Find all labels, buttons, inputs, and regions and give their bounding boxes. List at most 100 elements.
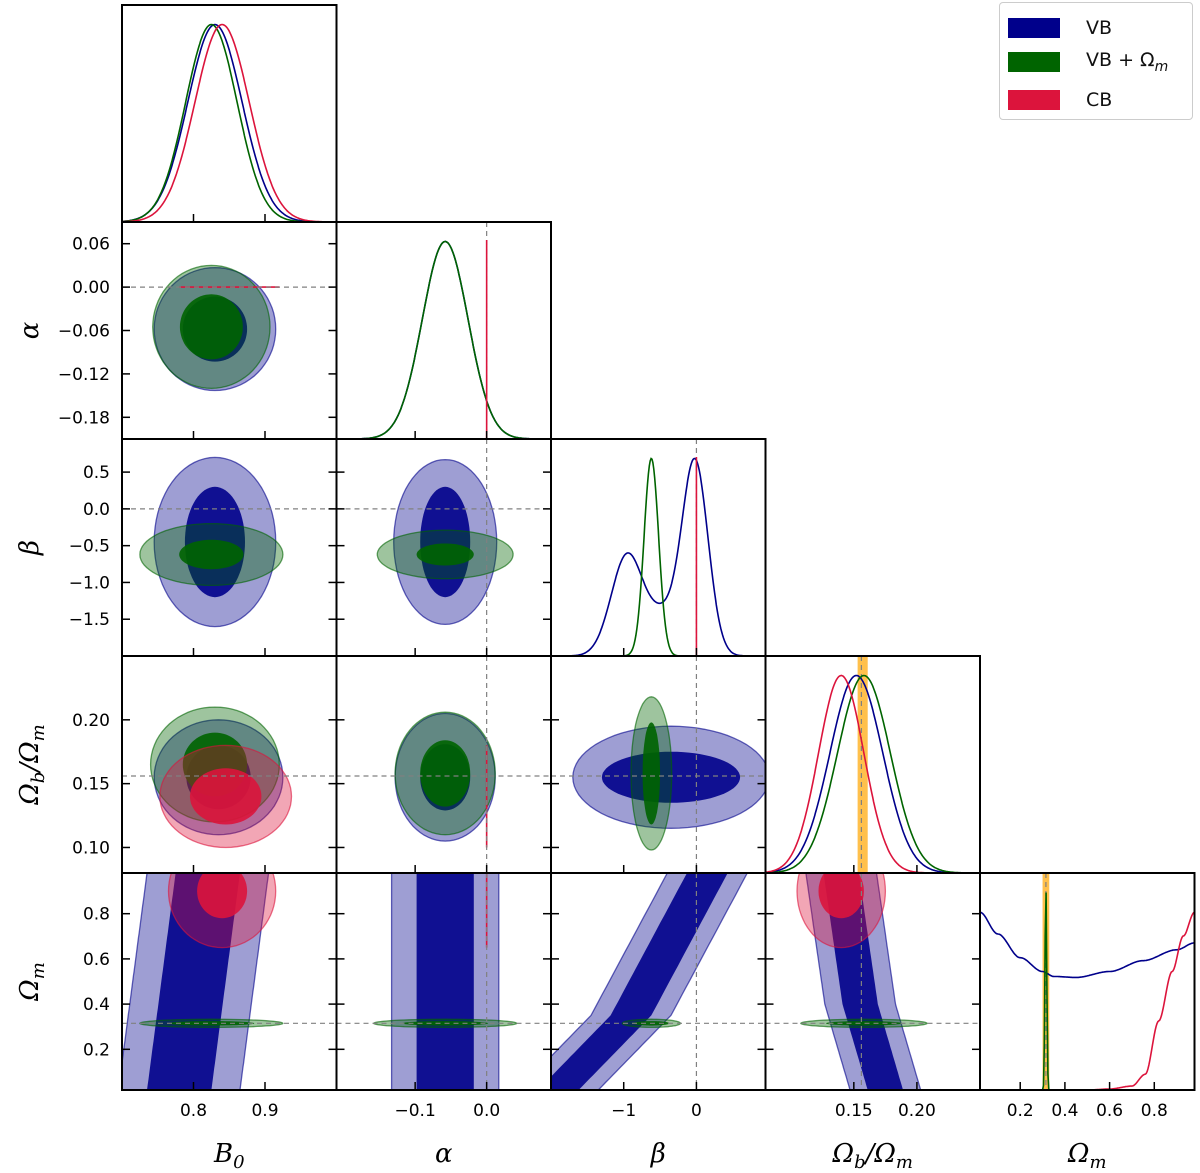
- contour-68-VBm: [179, 294, 243, 360]
- panel-frame: [335, 221, 552, 440]
- panel-beta-fb: [551, 656, 766, 873]
- panel-alpha-alpha: [336, 222, 551, 439]
- panel-B0-beta: [122, 456, 337, 628]
- contour-68-VBm: [168, 1021, 255, 1026]
- legend-label-vb: VB: [1086, 17, 1113, 39]
- x-axis-label-beta: β: [650, 1139, 666, 1169]
- panel-frame: [121, 4, 338, 223]
- contour-68-VB: [416, 873, 474, 1090]
- marginal-VBm-Om: [980, 892, 1195, 1090]
- x-axis-label-fb: Ωb/Ωm: [832, 1139, 914, 1173]
- y-tick-label-Om: 0.8: [83, 905, 110, 925]
- marginal-CB-fb: [765, 674, 980, 873]
- x-tick-label-Om: 0.2: [1007, 1101, 1034, 1121]
- y-axis-sub: m: [28, 724, 49, 741]
- legend-entry-vb-om: VB + Ωm: [1008, 49, 1168, 75]
- x-tick-label-alpha: −0.1: [395, 1101, 436, 1121]
- y-axis-label-alpha: α: [15, 321, 45, 339]
- legend-swatch-vb: [1008, 18, 1060, 38]
- x-axis-sub: m: [896, 1152, 913, 1173]
- y-axis-label-beta: β: [15, 540, 45, 556]
- panel-B0-Om: [122, 873, 337, 1090]
- y-tick-label-alpha: 0.06: [72, 235, 110, 255]
- contour-68-CB: [197, 873, 248, 919]
- panel-beta-Om: [551, 873, 766, 1090]
- x-axis-label-part: /Ω: [863, 1139, 896, 1169]
- panel-B0-alpha: [122, 264, 337, 392]
- y-axis-label-Om: Ωm: [15, 962, 49, 1002]
- y-tick-label-beta: −1.0: [69, 573, 110, 593]
- x-tick-label-beta: 0: [691, 1101, 702, 1121]
- contour-68-VB: [823, 873, 903, 1090]
- legend-entry-cb: CB: [1008, 87, 1112, 113]
- marginal-CB-Om: [980, 911, 1195, 1090]
- marginal-VB-B0: [122, 23, 337, 222]
- contour-68-VBm: [826, 1021, 902, 1026]
- contour-68-VBm: [416, 543, 474, 566]
- y-tick-label-fb: 0.10: [72, 838, 110, 858]
- x-tick-label-Om: 0.6: [1096, 1101, 1123, 1121]
- x-tick-label-fb: 0.15: [835, 1101, 873, 1121]
- legend-swatch-cb: [1008, 90, 1060, 110]
- panel-frame: [550, 438, 767, 657]
- y-tick-label-alpha: −0.12: [58, 365, 110, 385]
- panel-fb-Om: [765, 873, 980, 1090]
- contour-68-VB: [551, 873, 728, 1090]
- marginal-VB-alpha: [336, 240, 551, 439]
- x-axis-label-alpha: α: [435, 1139, 453, 1169]
- panel-Om-Om: [980, 873, 1195, 1090]
- legend: VB VB + Ωm CB: [999, 2, 1193, 120]
- x-axis-label-Om: Ωm: [1067, 1139, 1107, 1173]
- marginal-CB-B0: [122, 23, 337, 222]
- x-tick-label-Om: 0.8: [1141, 1101, 1168, 1121]
- y-tick-label-fb: 0.20: [72, 711, 110, 731]
- x-tick-label-Om: 0.4: [1051, 1101, 1078, 1121]
- x-tick-label-fb: 0.20: [898, 1101, 936, 1121]
- panel-alpha-fb: [336, 656, 551, 873]
- y-tick-label-Om: 0.4: [83, 995, 110, 1015]
- contour-68-VBm: [642, 722, 661, 825]
- marginal-VB-Om: [980, 911, 1195, 979]
- panel-alpha-beta: [336, 439, 551, 656]
- panel-B0-fb: [122, 706, 337, 849]
- y-tick-label-alpha: 0.00: [72, 278, 110, 298]
- panel-fb-fb: [765, 656, 980, 873]
- y-tick-label-Om: 0.6: [83, 950, 110, 970]
- contour-68-VB: [147, 873, 240, 1090]
- contour-68-VB: [420, 486, 471, 598]
- x-tick-label-beta: −1: [611, 1101, 636, 1121]
- legend-label-vb-om: VB + Ωm: [1086, 49, 1169, 75]
- marginal-VBm-beta: [551, 457, 766, 656]
- y-axis-sub: m: [28, 962, 49, 979]
- y-axis-label-part: /Ω: [15, 741, 45, 774]
- y-tick-label-beta: 0.0: [83, 500, 110, 520]
- y-axis-label-fb: Ωb/Ωm: [15, 724, 49, 806]
- legend-entry-vb: VB: [1008, 15, 1112, 41]
- y-tick-label-beta: −0.5: [69, 537, 110, 557]
- contour-68-VBm: [420, 740, 471, 807]
- prior-band-fb: [857, 656, 868, 873]
- y-tick-label-beta: −1.5: [69, 610, 110, 630]
- y-axis-sub: b: [28, 772, 49, 784]
- x-tick-label-alpha: 0.0: [473, 1101, 500, 1121]
- contour-68-CB: [818, 873, 864, 919]
- y-tick-label-Om: 0.2: [83, 1040, 110, 1060]
- legend-label-cb: CB: [1086, 89, 1113, 111]
- y-tick-label-fb: 0.15: [72, 775, 110, 795]
- y-tick-label-alpha: −0.18: [58, 408, 110, 428]
- contour-68-VBm: [179, 539, 244, 570]
- x-tick-label-B0: 0.9: [251, 1101, 278, 1121]
- panel-beta-beta: [551, 439, 766, 656]
- y-tick-label-beta: 0.5: [83, 463, 110, 483]
- y-tick-label-alpha: −0.06: [58, 322, 110, 342]
- legend-swatch-vb-om: [1008, 52, 1060, 72]
- x-axis-sub: m: [1089, 1152, 1106, 1173]
- marginal-VBm-alpha: [336, 240, 551, 439]
- panel-frame: [979, 872, 1196, 1091]
- marginal-VBm-B0: [122, 23, 337, 222]
- panel-B0-B0: [122, 23, 337, 222]
- panel-alpha-Om: [336, 873, 551, 1090]
- contour-68-CB: [189, 768, 262, 825]
- x-axis-sub: 0: [233, 1152, 244, 1173]
